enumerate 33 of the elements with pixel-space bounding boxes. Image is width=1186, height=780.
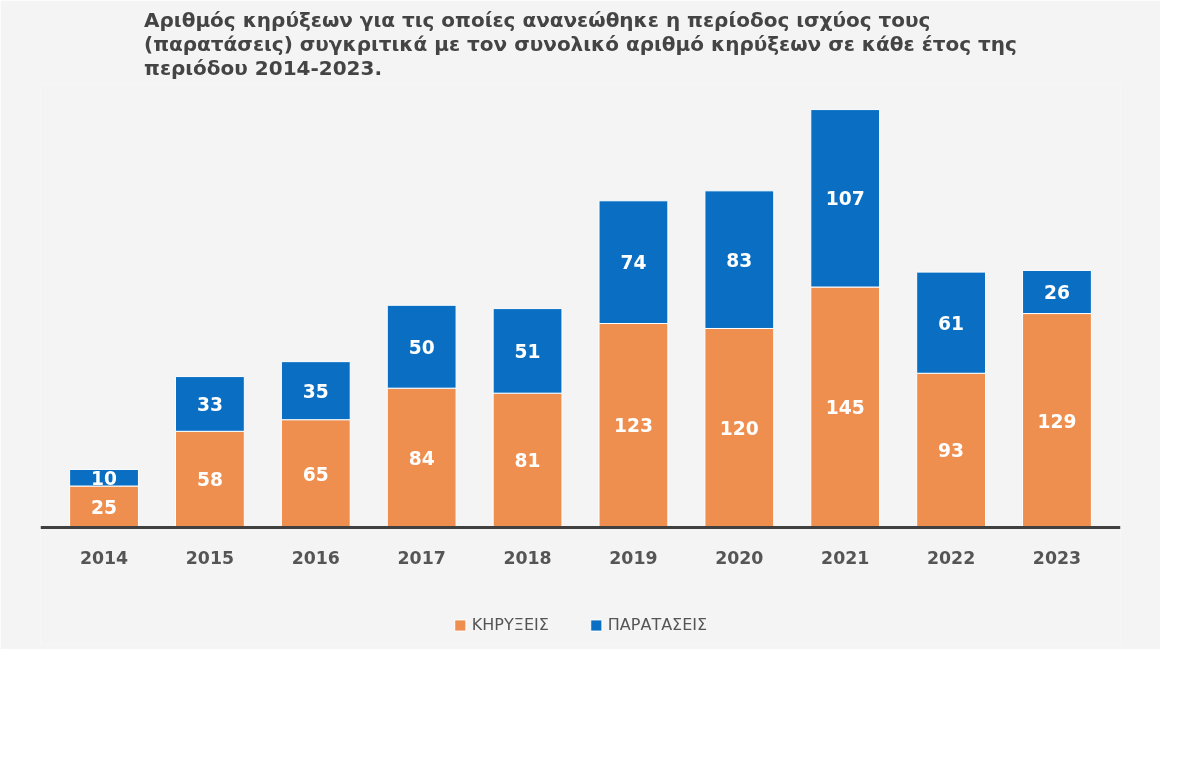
legend-label: ΚΗΡΥΞΕΙΣ [471,615,549,634]
data-label: 25 [91,496,118,518]
x-tick-label: 2015 [185,548,235,569]
data-label: 120 [719,417,759,439]
data-label: 84 [408,447,435,469]
x-tick-label: 2018 [503,548,552,569]
x-tick-label: 2014 [79,548,129,569]
data-label: 50 [408,336,435,358]
data-label: 129 [1037,410,1077,432]
legend-label: ΠΑΡΑΤΑΣΕΙΣ [607,615,708,634]
x-tick-label: 2016 [291,548,340,569]
x-tick-label: 2020 [715,548,764,569]
data-label: 123 [613,415,653,437]
x-tick-label: 2022 [926,548,976,569]
data-label: 145 [825,397,865,419]
x-tick-label: 2019 [609,548,658,569]
data-label: 81 [514,450,541,472]
data-label: 10 [91,467,118,489]
data-label: 65 [302,463,329,485]
data-label: 61 [938,312,965,334]
data-label: 51 [514,340,541,362]
data-label: 74 [620,252,647,274]
data-label: 58 [196,469,223,491]
data-label: 26 [1043,282,1070,303]
data-label: 33 [196,393,223,415]
x-tick-label: 2017 [397,548,446,569]
data-label: 107 [825,188,865,210]
x-tick-label: 2023 [1032,548,1082,569]
data-label: 35 [302,380,329,402]
chart-title: Αριθμός κηρύξεων για τις οποίες ανανεώθηκε η περίοδος ισχύος τους (παρατάσεις) συγκριτικά με τον συνολικό αριθμό κηρύξεων σε κάθε έτος της περιόδου 2014-2023. [144,7,1017,80]
data-label: 83 [726,249,753,271]
data-label: 93 [938,440,965,462]
x-tick-label: 2021 [821,548,870,569]
